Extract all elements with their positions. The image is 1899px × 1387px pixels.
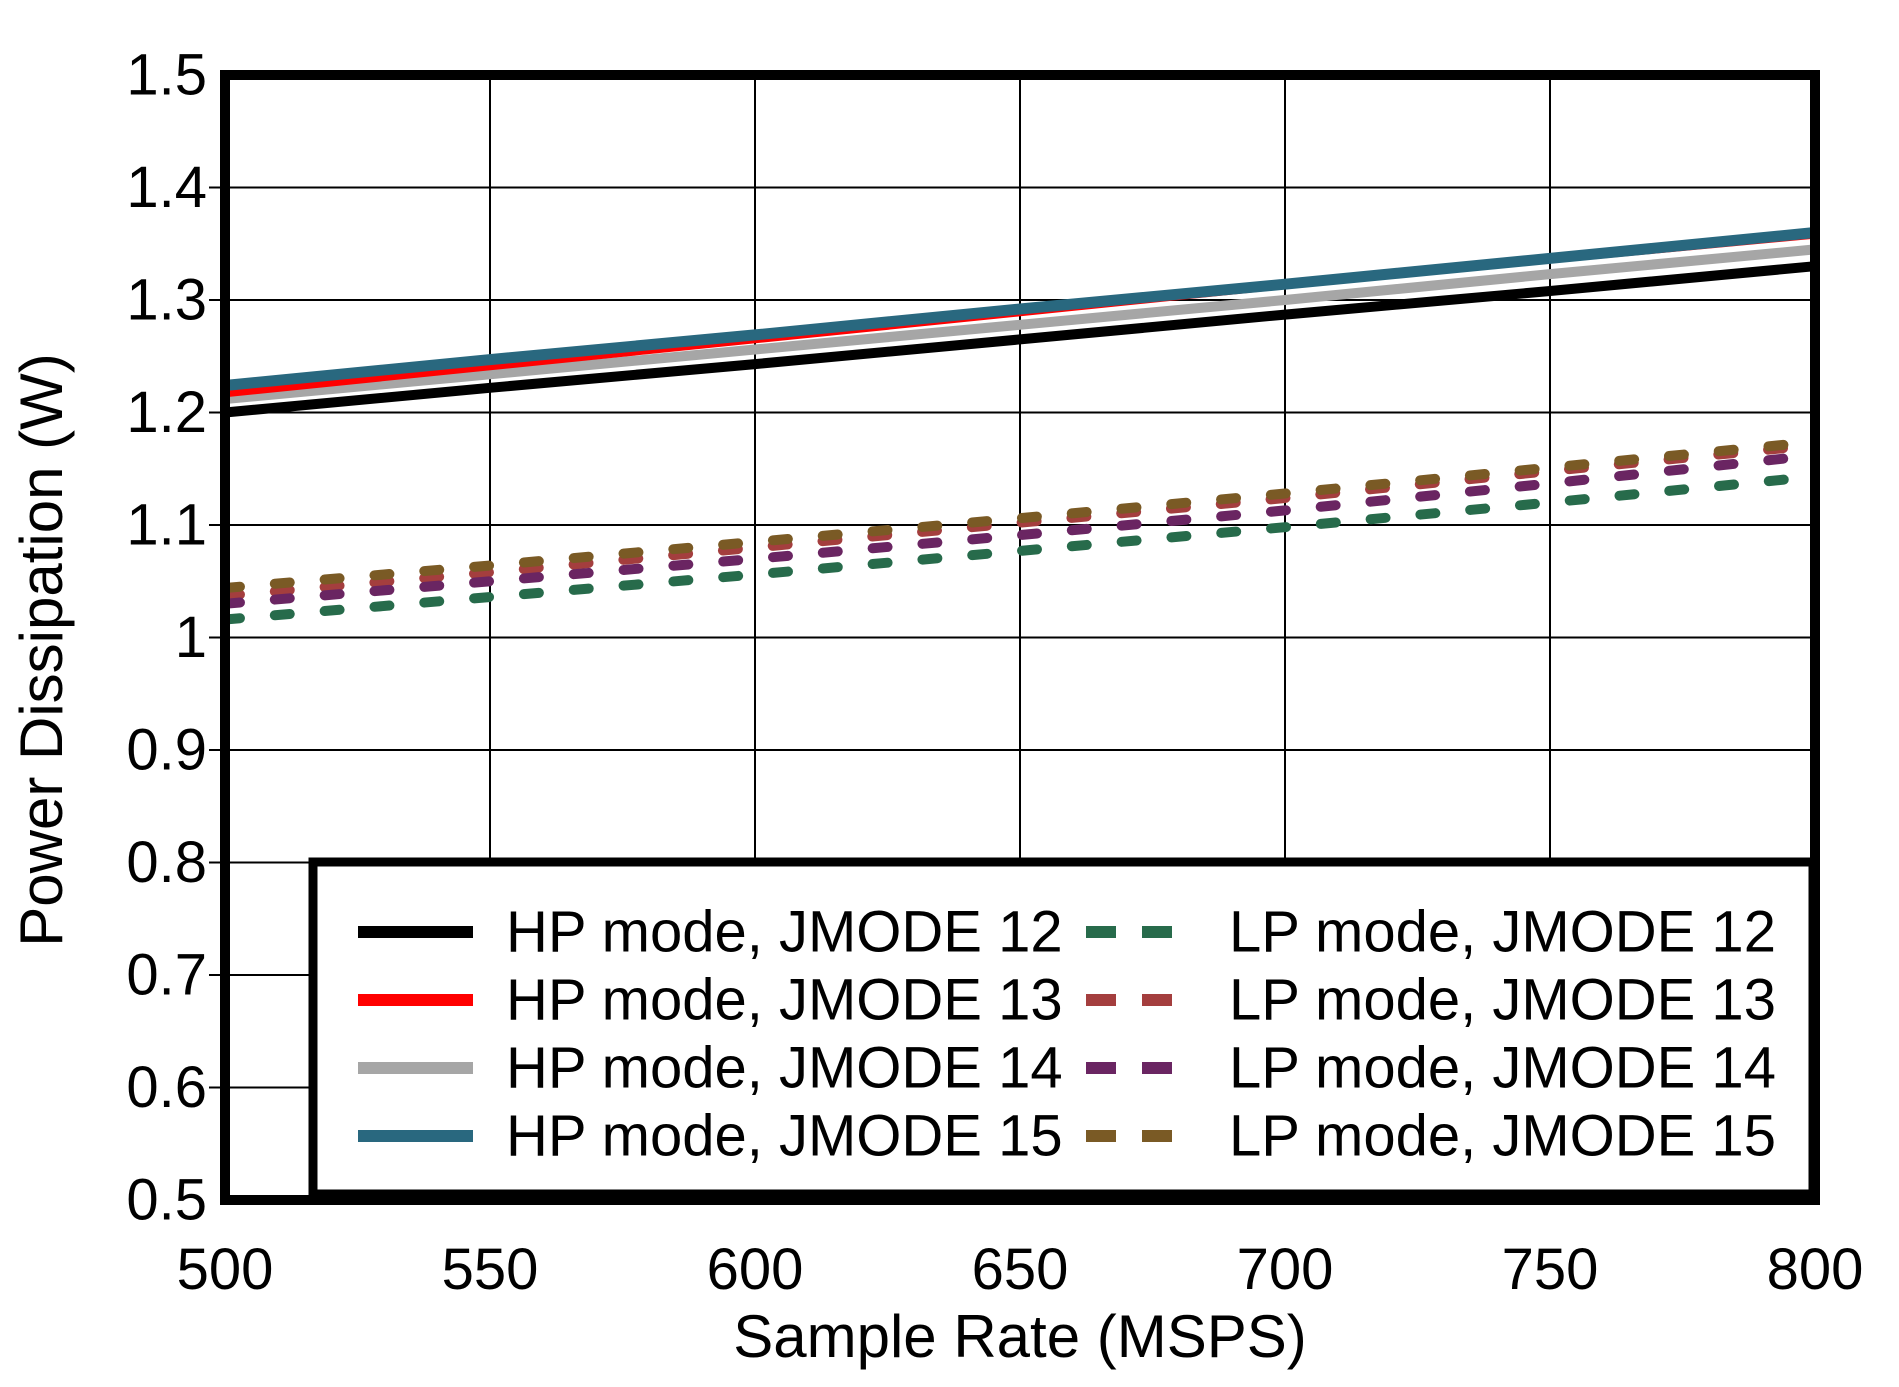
x-tick-label: 800 [1767, 1237, 1864, 1302]
x-tick-label: 550 [442, 1237, 539, 1302]
series-line-lp-jmode-13 [220, 440, 1820, 601]
legend-label-hp-jmode-13: HP mode, JMODE 13 [506, 968, 1063, 1033]
y-tick-label: 0.5 [126, 1168, 207, 1233]
legend-label-lp-jmode-14: LP mode, JMODE 14 [1229, 1036, 1776, 1101]
y-axis-title: Power Dissipation (W) [8, 353, 75, 946]
y-tick-label: 0.7 [126, 943, 207, 1008]
series-line-lp-jmode-15 [220, 436, 1820, 593]
legend-label-lp-jmode-15: LP mode, JMODE 15 [1229, 1104, 1776, 1169]
legend-label-lp-jmode-13: LP mode, JMODE 13 [1229, 968, 1776, 1033]
series-line-lp-jmode-12 [220, 471, 1820, 625]
y-tick-label: 1.3 [126, 268, 207, 333]
y-tick-label: 0.6 [126, 1055, 207, 1120]
legend-box [308, 857, 1818, 1199]
y-tick-label: 0.8 [126, 830, 207, 895]
legend-label-hp-jmode-14: HP mode, JMODE 14 [506, 1036, 1063, 1101]
series-line-hp-jmode-12 [224, 261, 1816, 418]
x-tick-label: 500 [177, 1237, 274, 1302]
y-tick-label: 0.9 [126, 718, 207, 783]
x-tick-label: 700 [1237, 1237, 1334, 1302]
x-axis-title: Sample Rate (MSPS) [733, 1303, 1307, 1370]
y-tick-label: 1 [175, 605, 207, 670]
series-line-hp-jmode-15 [224, 227, 1816, 391]
x-tick-label: 750 [1502, 1237, 1599, 1302]
legend-label-hp-jmode-12: HP mode, JMODE 12 [506, 900, 1063, 965]
x-tick-label: 650 [972, 1237, 1069, 1302]
series-line-lp-jmode-14 [220, 450, 1820, 609]
y-tick-label: 1.5 [126, 43, 207, 108]
legend-label-hp-jmode-15: HP mode, JMODE 15 [506, 1104, 1063, 1169]
series-line-hp-jmode-14 [224, 244, 1816, 404]
y-tick-label: 1.2 [126, 380, 207, 445]
y-tick-label: 1.4 [126, 155, 207, 220]
legend-label-lp-jmode-12: LP mode, JMODE 12 [1229, 900, 1776, 965]
y-tick-label: 1.1 [126, 493, 207, 558]
series-layer [220, 227, 1820, 625]
x-tick-label: 600 [707, 1237, 804, 1302]
